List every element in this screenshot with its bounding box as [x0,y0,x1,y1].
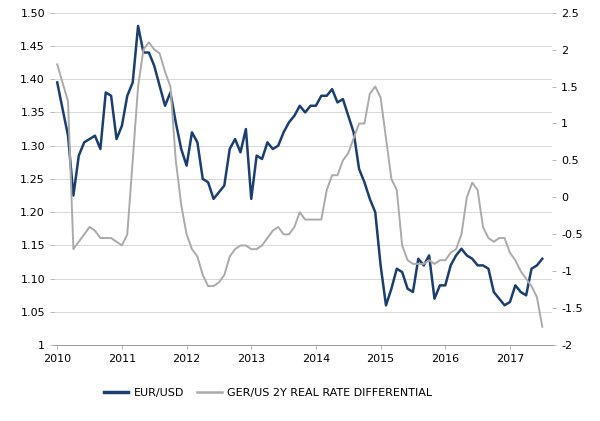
Legend: EUR/USD, GER/US 2Y REAL RATE DIFFERENTIAL: EUR/USD, GER/US 2Y REAL RATE DIFFERENTIA… [99,383,437,403]
